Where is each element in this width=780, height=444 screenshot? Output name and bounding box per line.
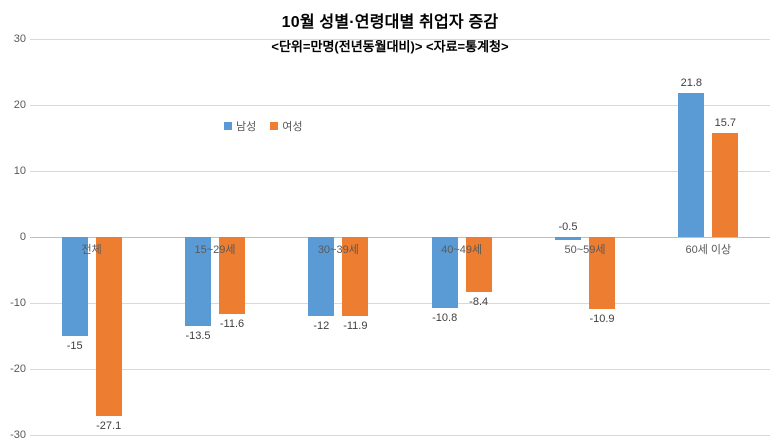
bar-female	[219, 237, 245, 314]
y-axis-tick-label: -20	[10, 363, 26, 375]
legend-swatch	[270, 122, 279, 130]
legend: 남성 여성	[224, 118, 303, 134]
y-axis-tick-label: 0	[19, 231, 26, 243]
bar-female	[95, 237, 122, 416]
y-axis-tick-label: 30	[13, 33, 26, 45]
data-label: -10.8	[432, 312, 458, 325]
data-label: -11.9	[343, 319, 368, 332]
legend-item: 남성	[224, 118, 256, 134]
data-label: 15.7	[714, 117, 737, 130]
bar-female	[342, 237, 369, 316]
gridline	[30, 104, 770, 106]
data-label: -27.1	[96, 419, 122, 432]
data-label: -11.6	[219, 317, 245, 330]
data-label: -12	[313, 320, 330, 333]
gridline	[30, 434, 770, 436]
bar-male	[185, 237, 211, 327]
y-axis-tick-label: 20	[13, 99, 26, 111]
x-axis-category-label: 전체	[81, 244, 102, 256]
x-axis-category-label: 15~29세	[194, 244, 236, 256]
y-axis-tick-label: -10	[10, 297, 26, 309]
legend-label: 남성	[236, 121, 257, 133]
data-label: 21.8	[680, 77, 703, 90]
x-axis-category-label: 60세 이상	[685, 244, 732, 256]
bar-male	[431, 237, 458, 309]
x-axis-category-label: 40~49세	[441, 244, 483, 256]
y-axis-tick-label: 10	[13, 165, 26, 177]
gridline	[30, 302, 770, 304]
x-axis-category-label: 50~59세	[564, 244, 606, 256]
zero-axis-line	[30, 236, 770, 238]
data-label: -13.5	[185, 330, 211, 343]
x-axis-category-label: 30~39세	[317, 244, 359, 256]
data-label: -0.5	[558, 221, 578, 233]
bar-female	[589, 237, 615, 309]
legend-swatch	[224, 122, 232, 130]
chart-title: 10월 성별·연령대별 취업자 증감	[281, 14, 499, 31]
bar-male	[555, 237, 581, 241]
bar-male	[308, 237, 335, 317]
gridline	[30, 170, 770, 172]
data-label: -8.4	[469, 296, 489, 309]
y-axis-tick-label: -30	[10, 429, 26, 441]
gridline	[30, 368, 770, 370]
bar-male	[61, 237, 88, 336]
bar-female	[465, 237, 492, 293]
chart-subtitle: <단위=만명(전년동월대비)> <자료=통계청>	[271, 39, 509, 54]
bar-male	[678, 93, 705, 237]
gridline	[30, 38, 770, 40]
legend-label: 여성	[282, 121, 303, 133]
data-label: -15	[66, 340, 83, 352]
bar-female	[712, 133, 739, 237]
data-label: -10.9	[589, 312, 615, 325]
legend-item: 여성	[270, 118, 303, 134]
